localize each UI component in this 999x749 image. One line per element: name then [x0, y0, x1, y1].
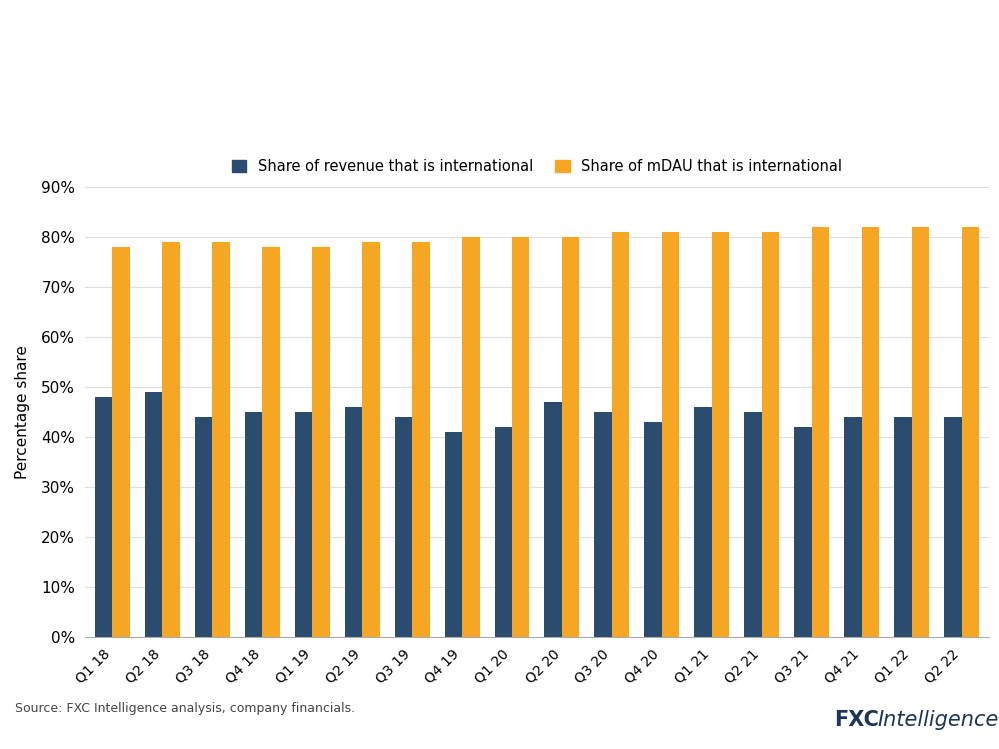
- Bar: [445, 432, 462, 637]
- Bar: [395, 417, 412, 637]
- Text: Source: FXC Intelligence analysis, company financials.: Source: FXC Intelligence analysis, compa…: [15, 703, 355, 715]
- Bar: [213, 242, 230, 637]
- Bar: [145, 392, 162, 637]
- Bar: [345, 407, 363, 637]
- Text: Twitter international mDAU share vs international revenue share: Twitter international mDAU share vs inte…: [15, 101, 733, 121]
- Bar: [662, 232, 679, 637]
- Bar: [812, 227, 829, 637]
- Bar: [113, 247, 130, 637]
- Bar: [712, 232, 729, 637]
- Bar: [561, 237, 579, 637]
- Bar: [95, 397, 113, 637]
- Bar: [844, 417, 861, 637]
- Bar: [794, 427, 811, 637]
- Bar: [912, 227, 929, 637]
- Bar: [495, 427, 512, 637]
- Bar: [962, 227, 979, 637]
- Bar: [594, 412, 611, 637]
- Bar: [611, 232, 629, 637]
- Bar: [245, 412, 263, 637]
- Bar: [312, 247, 330, 637]
- Text: Twitter international users are under-monetised: Twitter international users are under-mo…: [15, 28, 772, 57]
- Legend: Share of revenue that is international, Share of mDAU that is international: Share of revenue that is international, …: [226, 154, 848, 180]
- Bar: [363, 242, 380, 637]
- Bar: [744, 412, 761, 637]
- Bar: [861, 227, 879, 637]
- Bar: [512, 237, 529, 637]
- Bar: [163, 242, 180, 637]
- Bar: [694, 407, 711, 637]
- Y-axis label: Percentage share: Percentage share: [15, 345, 30, 479]
- Text: FXC: FXC: [834, 710, 879, 730]
- Bar: [295, 412, 312, 637]
- Bar: [644, 422, 661, 637]
- Bar: [762, 232, 779, 637]
- Bar: [413, 242, 430, 637]
- Bar: [195, 417, 213, 637]
- Bar: [944, 417, 962, 637]
- Bar: [544, 402, 561, 637]
- Bar: [894, 417, 911, 637]
- Text: Intelligence: Intelligence: [877, 710, 998, 730]
- Bar: [462, 237, 480, 637]
- Bar: [263, 247, 280, 637]
